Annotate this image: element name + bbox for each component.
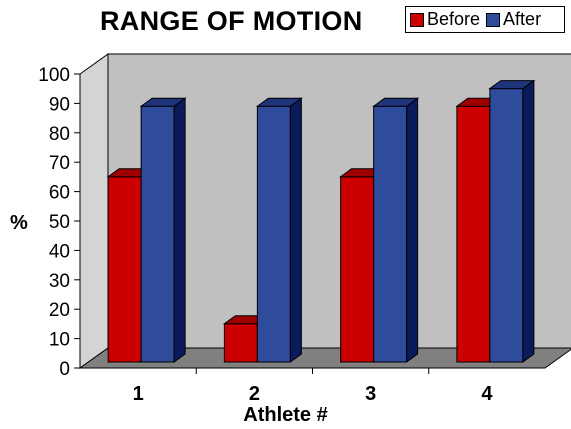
y-tick-label: 20 xyxy=(49,300,70,321)
y-tick-label: 30 xyxy=(49,271,70,292)
bar-top-after-athlete-3 xyxy=(372,97,420,107)
bar-before-athlete-1 xyxy=(107,176,142,363)
chart-legend: Before After xyxy=(405,6,565,33)
bar-after-athlete-2 xyxy=(256,105,291,363)
side-wall xyxy=(79,53,109,369)
bar-top-after-athlete-4 xyxy=(488,80,536,90)
x-tick-label: 3 xyxy=(365,383,376,405)
y-tick-label: 90 xyxy=(49,94,70,115)
legend-item-before: Before xyxy=(410,9,480,30)
bar-after-athlete-1 xyxy=(140,105,175,363)
bar-before-athlete-2 xyxy=(223,323,258,363)
x-tick-label: 4 xyxy=(481,383,493,405)
legend-swatch-after xyxy=(486,12,501,27)
bar-side-after-athlete-3 xyxy=(406,97,419,363)
bar-before-athlete-3 xyxy=(340,176,375,363)
bar-after-athlete-3 xyxy=(373,105,408,363)
bar-top-after-athlete-1 xyxy=(139,97,187,107)
y-tick-label: 100 xyxy=(38,65,70,86)
x-tick-label: 2 xyxy=(249,383,260,405)
y-tick-label: 0 xyxy=(59,359,70,380)
bar-before-athlete-4 xyxy=(456,105,491,363)
y-tick-label: 50 xyxy=(49,212,70,233)
legend-swatch-before xyxy=(410,12,424,27)
chart-title: RANGE OF MOTION xyxy=(100,6,363,36)
y-tick-label: 70 xyxy=(49,153,70,174)
bar-side-after-athlete-2 xyxy=(289,97,302,363)
x-tick-label: 1 xyxy=(133,383,144,405)
y-tick-label: 60 xyxy=(49,183,70,204)
floor xyxy=(78,347,571,369)
y-tick-label: 80 xyxy=(49,124,70,145)
bar-after-athlete-4 xyxy=(489,88,524,363)
bar-top-after-athlete-2 xyxy=(255,97,303,107)
y-tick-label: 40 xyxy=(49,241,70,262)
legend-label-after: After xyxy=(503,9,542,29)
y-axis-label: % xyxy=(10,212,28,234)
legend-label-before: Before xyxy=(427,9,481,29)
bar-side-after-athlete-1 xyxy=(173,97,186,363)
y-tick-label: 10 xyxy=(49,330,70,351)
bar-side-after-athlete-4 xyxy=(522,79,535,363)
legend-item-after: After xyxy=(486,9,541,30)
x-axis-label: Athlete # xyxy=(243,404,328,426)
